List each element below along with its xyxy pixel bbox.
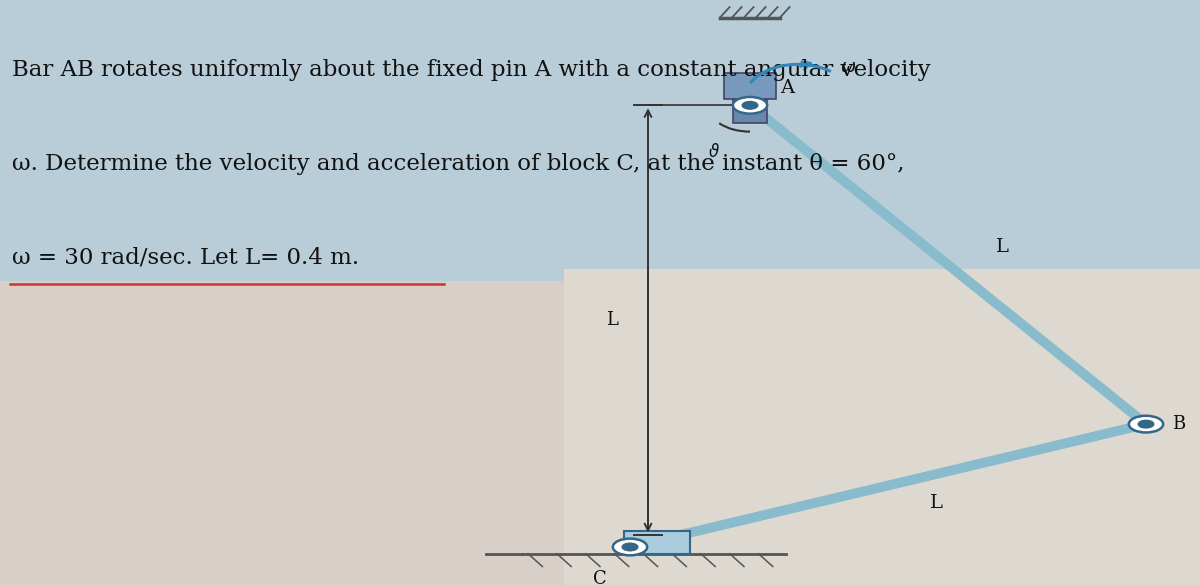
FancyBboxPatch shape — [0, 0, 1200, 281]
Text: L: L — [996, 238, 1008, 256]
FancyBboxPatch shape — [724, 73, 776, 99]
Circle shape — [623, 543, 638, 551]
Text: L: L — [606, 311, 618, 329]
Text: B: B — [1172, 415, 1186, 433]
Text: ω. Determine the velocity and acceleration of block C, at the instant θ = 60°,: ω. Determine the velocity and accelerati… — [12, 153, 905, 175]
Circle shape — [1129, 416, 1163, 432]
Circle shape — [1139, 420, 1154, 428]
FancyBboxPatch shape — [624, 531, 690, 553]
Circle shape — [733, 97, 767, 113]
FancyBboxPatch shape — [733, 99, 767, 123]
Circle shape — [742, 102, 758, 109]
Text: A: A — [780, 79, 794, 97]
Text: C: C — [593, 570, 607, 585]
Text: Bar AB rotates uniformly about the fixed pin A with a constant angular velocity: Bar AB rotates uniformly about the fixed… — [12, 59, 931, 81]
Text: ω = 30 rad/sec. Let L= 0.4 m.: ω = 30 rad/sec. Let L= 0.4 m. — [12, 246, 359, 269]
Circle shape — [613, 539, 647, 555]
Text: $\vartheta$: $\vartheta$ — [708, 143, 720, 161]
Text: L: L — [930, 494, 942, 512]
FancyBboxPatch shape — [564, 269, 1200, 585]
Text: $\omega$: $\omega$ — [840, 58, 857, 76]
